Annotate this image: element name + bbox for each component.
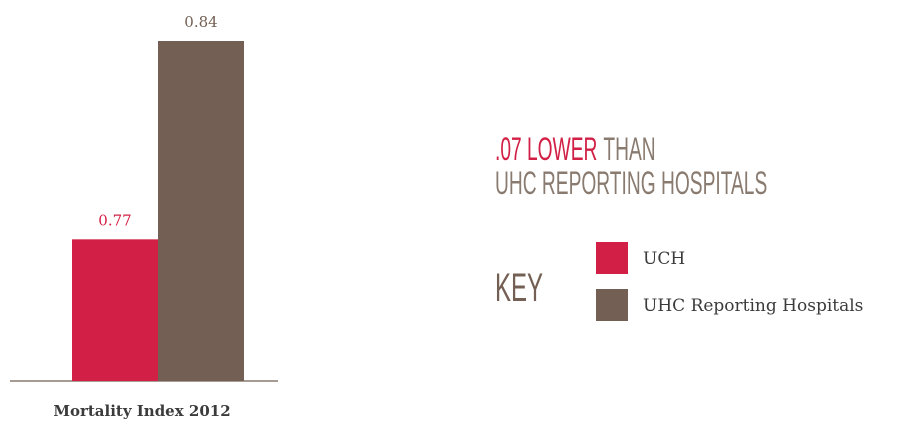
- value-label: 0.77: [98, 211, 131, 229]
- legend-title-group: KEY: [495, 265, 543, 310]
- legend-swatch: [596, 242, 628, 274]
- annotation-line: UHC REPORTING HOSPITALS: [495, 165, 767, 201]
- legend-label: UHC Reporting Hospitals: [643, 296, 863, 316]
- legend-label: UCH: [643, 249, 685, 269]
- x-axis-label: Mortality Index 2012: [53, 402, 230, 420]
- legend-title: KEY: [495, 265, 543, 310]
- legend-swatch: [596, 289, 628, 321]
- annotation-highlight: .07 LOWER: [495, 131, 597, 167]
- bar: [158, 41, 244, 381]
- bar: [72, 239, 158, 381]
- value-label: 0.84: [184, 13, 217, 31]
- annotation-line: .07 LOWER THAN: [495, 131, 656, 167]
- annotation-text: THAN: [603, 131, 655, 167]
- annotation: .07 LOWER THAN UHC REPORTING HOSPITALS: [495, 131, 767, 201]
